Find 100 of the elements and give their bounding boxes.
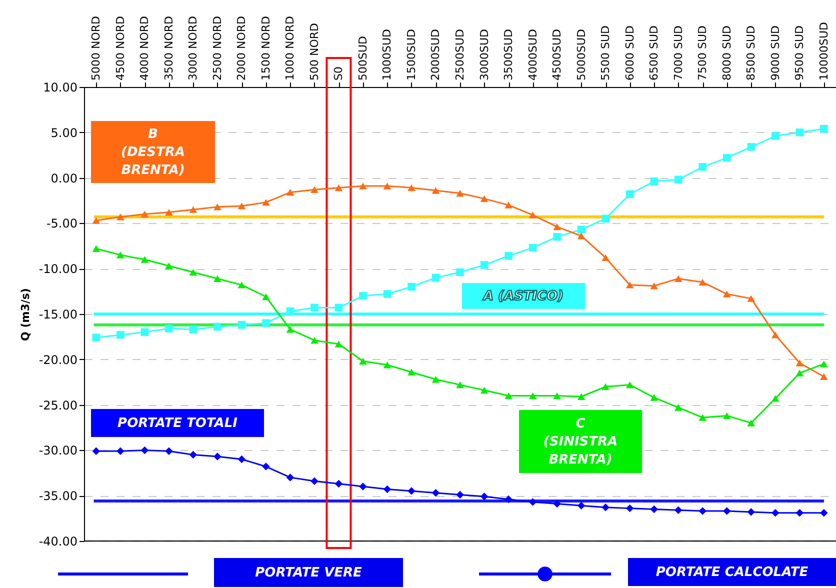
point <box>528 244 537 252</box>
point <box>602 504 610 512</box>
point <box>480 386 488 394</box>
point <box>189 326 198 334</box>
point <box>432 376 440 383</box>
y-tick-label: -20.00 <box>38 352 78 367</box>
point <box>650 178 658 186</box>
point <box>626 282 634 288</box>
point <box>238 282 246 288</box>
series-label: PORTATE TOTALI <box>118 416 238 431</box>
point <box>432 274 440 282</box>
point <box>140 210 149 218</box>
point <box>626 381 634 388</box>
point <box>820 124 828 133</box>
point <box>165 208 173 216</box>
point <box>747 295 755 302</box>
y-tick-label: -25.00 <box>38 398 78 412</box>
point <box>408 282 416 291</box>
point <box>674 506 682 514</box>
y-tick-label: -15.00 <box>38 308 78 322</box>
x-tick-label: 5500 SUD <box>599 26 612 80</box>
y-tick-label: 10.00 <box>43 80 78 94</box>
point <box>820 373 828 380</box>
point <box>262 462 270 470</box>
point <box>722 507 731 515</box>
point <box>722 154 731 162</box>
point <box>480 261 488 269</box>
point <box>383 182 392 190</box>
point <box>771 332 780 338</box>
x-tick-label: 10000SUD <box>817 22 830 80</box>
point <box>796 128 804 136</box>
point <box>796 370 804 376</box>
point <box>480 195 488 202</box>
x-tick-label: 3000 NORD <box>186 16 200 80</box>
point <box>698 507 706 515</box>
x-tick-label: 9000 SUD <box>768 26 782 80</box>
point <box>577 226 586 234</box>
point <box>528 392 537 400</box>
point <box>456 268 464 276</box>
point <box>359 358 367 365</box>
point <box>383 290 392 298</box>
point <box>214 204 222 210</box>
point <box>334 480 343 488</box>
point <box>92 334 100 342</box>
point <box>577 393 586 400</box>
point <box>189 450 198 459</box>
y-tick-label: -30.00 <box>38 444 78 458</box>
point <box>674 176 682 184</box>
point <box>747 508 755 516</box>
point <box>383 485 392 494</box>
point <box>310 186 318 193</box>
x-tick-label: 4000 NORD <box>138 16 152 80</box>
x-tick-label: S0 <box>332 66 346 80</box>
y-tick-label: -35.00 <box>38 489 78 504</box>
point <box>262 198 270 206</box>
x-tick-label: 500 NORD <box>308 23 321 80</box>
y-axis-title: Q (m3/s) <box>18 288 32 341</box>
x-tick-label: 5000SUD <box>574 29 588 80</box>
point <box>334 304 343 312</box>
point <box>796 508 804 517</box>
point <box>553 500 561 508</box>
x-tick-label: 5000 NORD <box>90 16 103 80</box>
point <box>140 446 149 454</box>
point <box>165 324 173 332</box>
x-tick-label: 7500 SUD <box>696 26 710 80</box>
x-tick-label: 8000 SUD <box>720 26 734 80</box>
point <box>214 275 222 282</box>
point <box>286 188 294 196</box>
x-tick-label: 500SUD <box>356 36 370 80</box>
point <box>577 232 586 240</box>
point <box>698 414 706 421</box>
point <box>698 163 706 171</box>
point <box>238 455 246 464</box>
point <box>116 213 124 220</box>
point <box>626 504 634 512</box>
point <box>504 392 512 400</box>
x-tick-label: 9500 SUD <box>793 26 806 80</box>
point <box>456 490 464 499</box>
x-tick-label: 2000SUD <box>429 29 442 80</box>
point <box>116 447 124 455</box>
point <box>602 254 610 262</box>
point <box>262 293 270 300</box>
x-tick-label: 4500SUD <box>550 29 564 80</box>
point <box>722 412 731 420</box>
point <box>626 190 634 198</box>
x-tick-label: 6000 SUD <box>623 26 636 80</box>
point <box>214 452 222 460</box>
point <box>238 202 246 210</box>
point <box>383 361 392 368</box>
point <box>456 381 464 388</box>
point <box>553 392 561 400</box>
point <box>650 282 658 290</box>
point <box>214 322 222 331</box>
point <box>334 184 343 192</box>
point <box>262 319 270 327</box>
x-tick-label: 2000 NORD <box>235 16 248 80</box>
point <box>432 489 440 497</box>
point <box>747 420 755 426</box>
x-tick-label: 6500 SUD <box>648 26 661 80</box>
point <box>310 477 318 485</box>
